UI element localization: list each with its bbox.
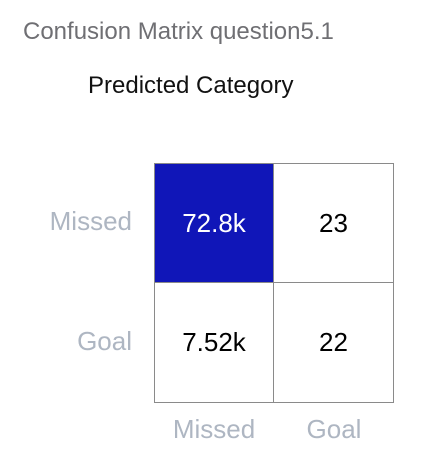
row-label-goal: Goal bbox=[77, 326, 132, 356]
confusion-matrix-grid: 72.8k 23 7.52k 22 bbox=[154, 163, 394, 403]
chart-title: Confusion Matrix question5.1 bbox=[23, 18, 334, 45]
col-label-goal: Goal bbox=[306, 414, 362, 444]
matrix-cell-goal-missed: 7.52k bbox=[155, 283, 274, 402]
matrix-cell-missed-goal: 23 bbox=[274, 164, 393, 283]
matrix-cell-goal-goal: 22 bbox=[274, 283, 393, 402]
col-label-missed: Missed bbox=[172, 414, 256, 444]
row-label-missed: Missed bbox=[49, 206, 132, 236]
chart-subtitle: Predicted Category bbox=[88, 72, 294, 99]
matrix-cell-missed-missed: 72.8k bbox=[155, 164, 274, 283]
